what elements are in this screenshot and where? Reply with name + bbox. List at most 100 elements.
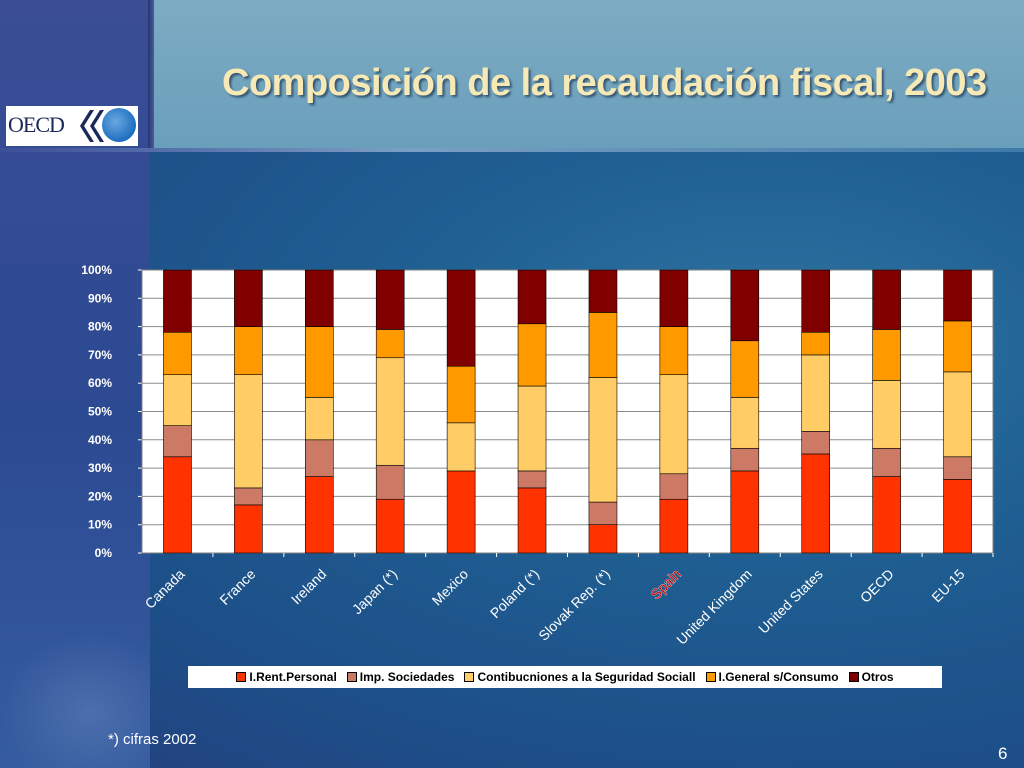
logo-chevron-icon	[80, 110, 104, 142]
page-number: 6	[998, 744, 1008, 763]
bar-segment	[659, 269, 689, 327]
x-tick-label: Poland (*)	[487, 566, 542, 621]
bar-segment	[163, 374, 192, 426]
bar-segment	[730, 340, 760, 398]
bar-segment	[163, 269, 192, 333]
legend-item: I.Rent.Personal	[236, 670, 337, 684]
bar-segment	[517, 323, 547, 387]
y-tick-label: 20%	[88, 489, 112, 503]
y-tick-label: 100%	[81, 263, 112, 277]
bar-segment	[659, 326, 689, 376]
header-divider	[0, 148, 1024, 152]
y-tick-label: 40%	[88, 433, 112, 447]
statue-watermark	[0, 630, 150, 768]
legend-swatch	[705, 672, 716, 682]
bar-segment	[943, 479, 972, 554]
bar-segment	[517, 385, 547, 472]
chart-legend: I.Rent.Personal Imp. Sociedades Contibucni…	[188, 666, 942, 688]
x-tick-label: France	[216, 566, 258, 608]
bar-segment	[446, 269, 476, 367]
x-tick-label: Canada	[142, 566, 188, 612]
bar-segment	[943, 456, 972, 480]
y-tick-label: 30%	[88, 461, 112, 475]
left-band-edge	[148, 0, 154, 150]
bar-segment	[234, 504, 263, 554]
logo-text: OECD	[8, 112, 65, 137]
bar-segment	[943, 371, 972, 458]
bar-segment	[801, 431, 831, 455]
y-tick-label: 50%	[88, 405, 112, 419]
bar-segment	[801, 331, 831, 356]
bar-segment	[588, 312, 618, 378]
legend-label: I.General s/Consumo	[718, 670, 839, 684]
bar-segment	[234, 487, 263, 506]
bar-segment	[872, 269, 901, 330]
x-tick-label: Ireland	[288, 566, 330, 608]
logo-globe-icon	[102, 108, 136, 142]
bar-segment	[801, 354, 831, 432]
bar-segment	[163, 331, 192, 376]
bar-segment	[730, 470, 760, 554]
y-tick-label: 0%	[95, 546, 113, 560]
y-tick-label: 10%	[88, 518, 112, 532]
bar-segment	[234, 374, 263, 489]
y-tick-label: 80%	[88, 320, 112, 334]
bar-segment	[446, 422, 476, 472]
legend-label: I.Rent.Personal	[249, 670, 337, 684]
bar-segment	[375, 269, 405, 330]
legend-item: Contibucniones a la Seguridad Sociall	[464, 670, 696, 684]
bar-segment	[375, 329, 405, 359]
bar-segment	[588, 501, 618, 525]
bar-segment	[588, 377, 618, 503]
legend-item: Otros	[848, 670, 894, 684]
x-tick-label: OECD	[857, 566, 897, 606]
legend-swatch	[848, 672, 859, 682]
y-tick-label: 60%	[88, 376, 112, 390]
bar-segment	[304, 326, 334, 398]
bar-segment	[659, 498, 689, 554]
bar-segment	[943, 269, 972, 322]
bar-segment	[517, 487, 547, 554]
bar-segment	[872, 380, 901, 449]
bar-segment	[872, 329, 901, 381]
legend-label: Imp. Sociedades	[359, 670, 455, 684]
legend-swatch	[346, 672, 357, 682]
bar-segment	[730, 269, 760, 342]
bar-segment	[659, 473, 689, 500]
x-tick-label: Mexico	[429, 566, 472, 609]
bar-segment	[163, 456, 192, 554]
x-tick-label: United Kingdom	[673, 566, 755, 648]
bar-segment	[375, 498, 405, 554]
legend-item: I.General s/Consumo	[705, 670, 839, 684]
bar-segment	[304, 397, 334, 441]
bar-segment	[234, 326, 263, 376]
bar-segment	[375, 357, 405, 466]
legend-label: Otros	[861, 670, 894, 684]
bar-segment	[872, 476, 901, 554]
bar-segment	[163, 425, 192, 458]
bar-segment	[943, 320, 972, 373]
x-tick-label: Slovak Rep. (*)	[535, 566, 613, 644]
bar-segment	[446, 470, 476, 554]
bar-segment	[659, 374, 689, 475]
y-tick-label: 70%	[88, 348, 112, 362]
bar-segment	[375, 464, 405, 500]
legend-label: Contibucniones a la Seguridad Sociall	[477, 670, 696, 684]
legend-swatch	[464, 672, 475, 682]
bar-segment	[446, 365, 476, 424]
oecd-logo: OECD	[6, 106, 138, 146]
legend-swatch	[236, 672, 247, 682]
x-tick-label: Japan (*)	[349, 566, 400, 617]
bar-segment	[517, 269, 547, 325]
x-tick-label: Spain	[647, 566, 684, 603]
footnote: *) cifras 2002	[108, 731, 197, 748]
bar-segment	[304, 476, 334, 554]
bar-segment	[304, 269, 334, 327]
bar-segment	[234, 269, 263, 327]
slide-title: Composición de la recaudación fiscal, 20…	[222, 62, 987, 104]
bar-segment	[801, 453, 831, 554]
x-tick-label: United States	[755, 566, 826, 637]
bar-segment	[517, 470, 547, 489]
bar-segment	[588, 524, 618, 554]
